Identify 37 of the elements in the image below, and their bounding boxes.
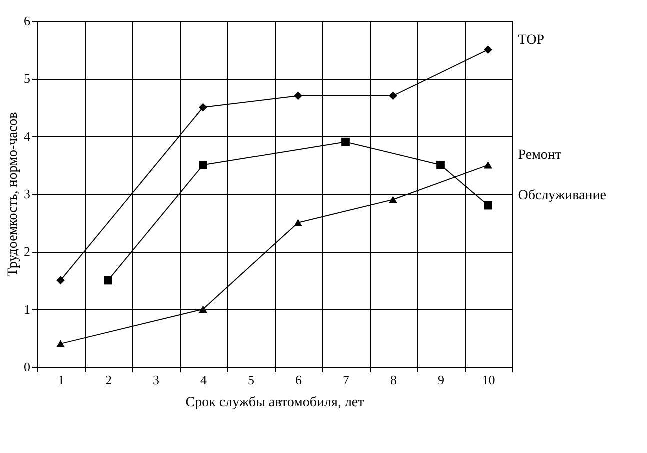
y-tick-label: 4	[24, 128, 31, 144]
point	[104, 276, 112, 285]
point	[436, 160, 445, 170]
point	[294, 92, 302, 100]
x-tick-label: 4	[200, 372, 208, 388]
series-label: Ремонт	[518, 148, 562, 164]
y-tick-label: 5	[24, 71, 30, 86]
y-tick-label: 6	[24, 14, 31, 28]
x-tick-label: 3	[153, 372, 160, 388]
y-tick-label: 2	[24, 244, 30, 260]
point	[199, 306, 208, 313]
point	[484, 201, 492, 210]
series-label: Обслуживание	[518, 188, 607, 204]
series-label: ТОР	[518, 32, 545, 48]
x-tick-label: 8	[390, 372, 397, 388]
x-tick-label: 5	[248, 372, 254, 388]
y-axis-title: Трудоемкость, нормо-часов	[6, 112, 21, 277]
y-tick-label: 0	[24, 360, 30, 374]
point	[389, 92, 398, 100]
point	[342, 138, 350, 146]
x-tick-label: 1	[58, 372, 64, 388]
point	[56, 276, 65, 285]
y-tick-label: 3	[24, 186, 30, 202]
point	[199, 103, 208, 112]
x-tick-label: 7	[343, 372, 350, 388]
x-tick-label: 9	[438, 372, 444, 388]
point	[484, 46, 492, 54]
point	[389, 196, 398, 204]
y-tick-label: 1	[24, 302, 30, 317]
point	[484, 162, 492, 169]
x-tick-label: 6	[296, 372, 302, 388]
point	[199, 160, 208, 170]
x-tick-label: 2	[106, 372, 112, 388]
point	[294, 219, 302, 226]
x-axis-title: Срок службы автомобиля, лет	[186, 396, 364, 410]
x-tick-label: 10	[482, 372, 496, 388]
point	[56, 340, 65, 348]
